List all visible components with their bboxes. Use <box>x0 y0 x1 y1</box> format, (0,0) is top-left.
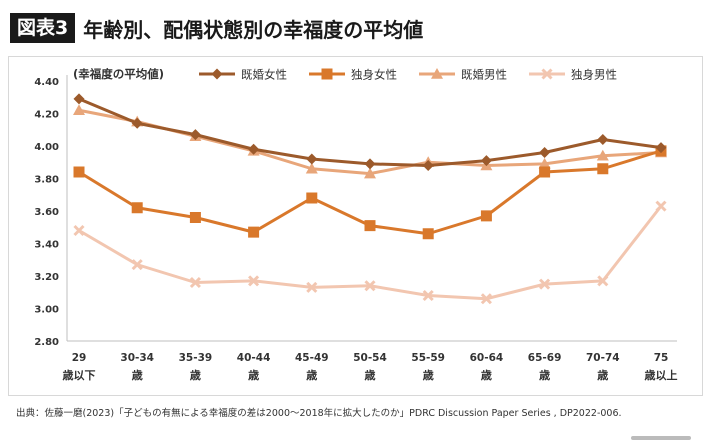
data-point <box>422 228 434 240</box>
data-point <box>189 212 201 223</box>
x-tick-label: 35-39 <box>179 352 213 364</box>
data-point <box>364 158 376 170</box>
data-point <box>538 157 551 169</box>
x-tick-label-unit: 歳 <box>190 368 201 382</box>
data-point <box>364 167 376 179</box>
data-point <box>655 142 667 154</box>
y-tick-label: 4.40 <box>34 77 59 88</box>
y-tick-label: 2.80 <box>34 337 59 348</box>
data-point <box>131 202 143 214</box>
data-point <box>306 281 318 293</box>
legend-label: 独身男性 <box>571 68 617 82</box>
data-point <box>597 134 609 145</box>
x-tick-label-unit: 歳 <box>597 368 608 382</box>
data-point <box>321 68 333 80</box>
x-tick-label-unit: 歳 <box>539 368 550 382</box>
x-tick-label: 45-49 <box>295 352 329 364</box>
data-point <box>422 160 434 171</box>
y-tick-label: 3.20 <box>34 272 59 283</box>
data-point <box>131 117 143 129</box>
chart-title: 年齢別、配偶状態別の幸福度の平均値 <box>83 17 424 42</box>
data-point <box>539 166 551 178</box>
x-tick-label: 50-54 <box>353 352 387 364</box>
data-point <box>306 192 318 204</box>
x-tick-label-unit: 歳 <box>248 368 259 382</box>
scroll-indicator <box>631 436 691 440</box>
data-point <box>131 259 143 271</box>
x-tick-label: 55-59 <box>411 352 445 364</box>
x-tick-label-unit: 歳 <box>306 368 317 382</box>
line-chart: 4.40 4.20 4.00 3.80 3.60 3.40 3.20 3.00 2.80 (幸福度… <box>34 67 678 382</box>
data-point <box>189 129 201 141</box>
data-point <box>596 149 609 161</box>
data-point <box>422 289 434 302</box>
y-tick-label: 4.00 <box>34 142 59 153</box>
x-tick-label: 75 <box>654 352 669 364</box>
x-tick-label: 65-69 <box>528 352 562 364</box>
source-note: 出典：佐藤一磨(2023)「子どもの有無による幸福度の差は2000～2018年に… <box>16 408 622 419</box>
data-point <box>541 68 553 80</box>
data-point <box>306 153 318 165</box>
chart-frame: 4.40 4.20 4.00 3.80 3.60 3.40 3.20 3.00 2.80 (幸福度… <box>8 56 703 396</box>
data-point <box>73 93 85 105</box>
data-point <box>597 163 609 175</box>
data-point <box>364 220 376 232</box>
data-point <box>73 224 85 237</box>
data-point <box>364 280 376 292</box>
data-point <box>539 278 551 290</box>
figure-header: 図表3 年齢別、配偶状態別の幸福度の平均値 <box>10 8 423 48</box>
data-point <box>305 162 318 174</box>
x-tick-label-unit: 歳 <box>365 368 376 382</box>
y-tick-label: 3.40 <box>34 240 59 251</box>
x-tick-label-unit: 歳 <box>423 368 434 382</box>
series-line <box>78 97 662 167</box>
y-tick-label: 3.60 <box>34 207 59 218</box>
data-point <box>248 143 260 155</box>
y-tick-label: 3.80 <box>34 175 59 186</box>
x-tick-label-unit: 歳 <box>132 368 143 382</box>
data-point <box>480 293 492 305</box>
x-tick-label-unit: 歳以下 <box>63 368 96 382</box>
data-point <box>248 226 260 238</box>
x-tick-label: 30-34 <box>120 352 154 364</box>
data-point <box>655 200 667 212</box>
x-tick-label: 70-74 <box>586 352 620 364</box>
x-tick-label: 60-64 <box>470 352 504 364</box>
x-tick-label: 29 <box>72 352 87 364</box>
legend-label: 既婚男性 <box>461 68 507 82</box>
x-tick-label: 40-44 <box>237 352 271 364</box>
figure-number-badge: 図表3 <box>10 13 76 43</box>
y-tick-label: 4.20 <box>34 110 59 121</box>
x-tick-label-unit: 歳以上 <box>645 368 678 382</box>
data-point <box>480 155 492 167</box>
data-point <box>431 68 443 79</box>
data-point <box>189 276 201 289</box>
data-point <box>73 104 85 116</box>
data-point <box>211 68 223 80</box>
data-point <box>248 275 260 287</box>
data-point <box>597 275 609 287</box>
x-tick-label-unit: 歳 <box>481 368 492 382</box>
legend-label: 独身女性 <box>351 68 397 82</box>
data-point <box>73 166 85 178</box>
y-tick-label: 3.00 <box>34 305 59 316</box>
data-point <box>480 210 492 222</box>
legend-label: 既婚女性 <box>241 68 287 82</box>
y-axis-label: (幸福度の平均値) <box>73 67 164 81</box>
data-point <box>539 147 551 158</box>
